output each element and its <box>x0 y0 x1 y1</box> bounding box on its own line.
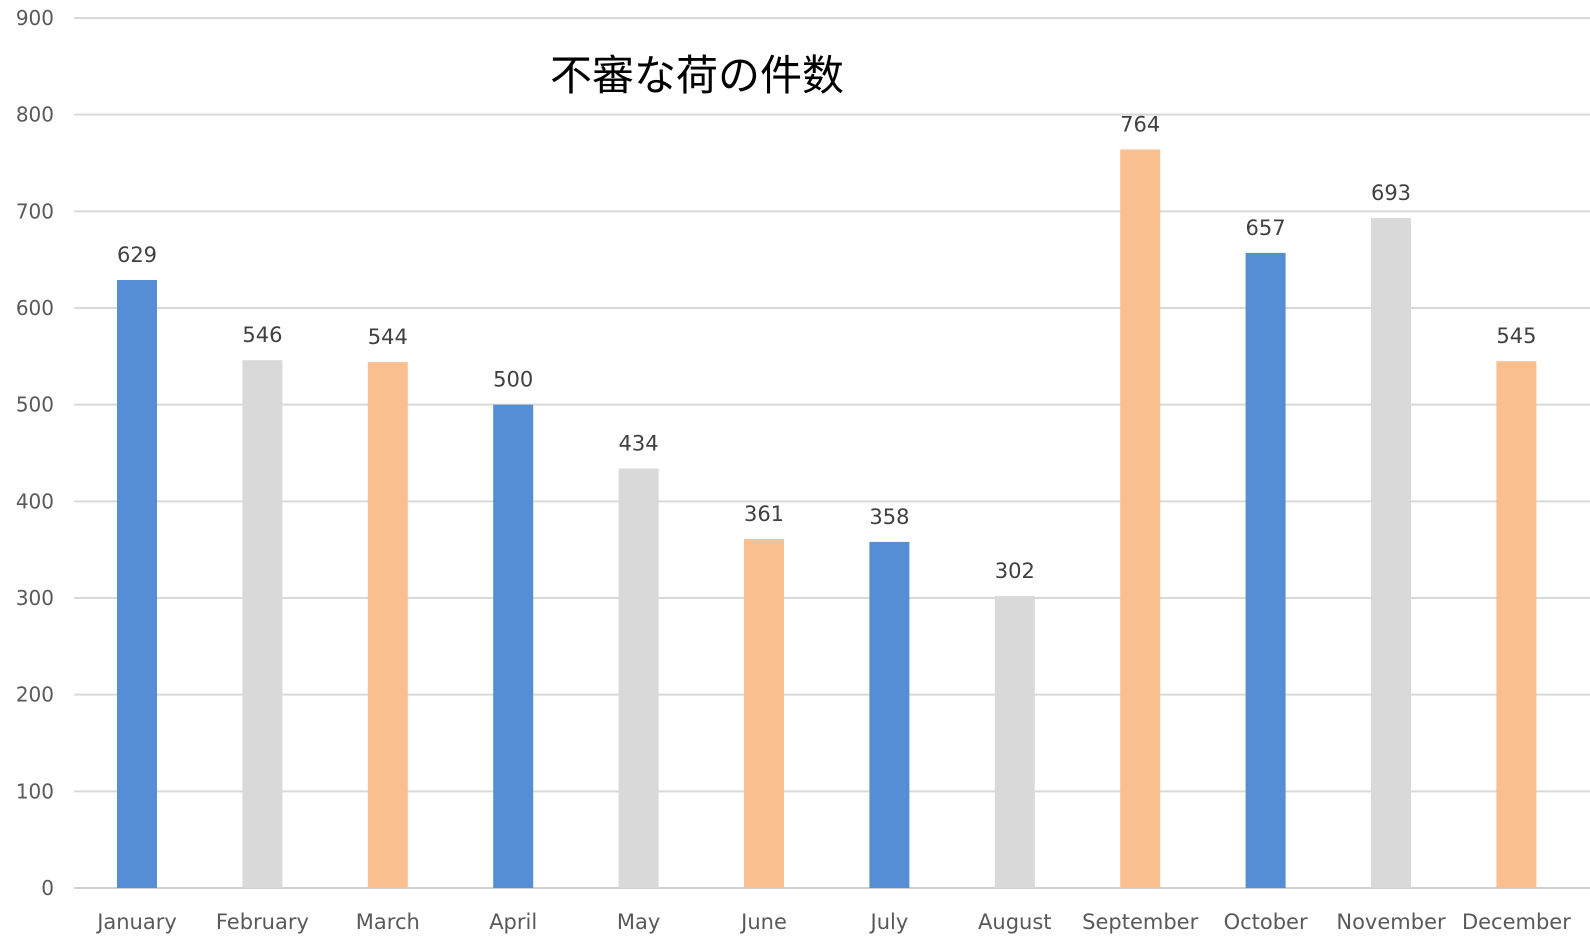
y-tick-label: 700 <box>16 199 54 223</box>
gridlines <box>74 17 1590 889</box>
data-label: 361 <box>744 502 784 526</box>
x-category-label: August <box>978 910 1052 934</box>
bar <box>117 279 157 888</box>
data-label: 545 <box>1496 324 1536 348</box>
x-category-label: April <box>489 910 537 934</box>
bar <box>618 468 659 888</box>
y-axis-tick-labels: 0 100 200 300 400 500 600 700 800 900 <box>16 6 54 900</box>
bar <box>367 362 408 889</box>
data-label: 302 <box>995 559 1035 583</box>
data-labels: 629 546 544 500 434 361 358 302 764 657 693 545 <box>117 112 1536 583</box>
x-category-label: March <box>356 910 420 934</box>
bar <box>1496 361 1537 889</box>
y-tick-label: 800 <box>16 103 54 127</box>
y-tick-label: 400 <box>16 489 54 513</box>
bar <box>869 541 910 888</box>
y-tick-label: 200 <box>16 683 54 707</box>
bar <box>493 404 534 888</box>
x-axis-category-labels: January February March April May June July Augu… <box>95 910 1571 934</box>
y-tick-label: 100 <box>16 779 54 803</box>
y-tick-label: 300 <box>16 586 54 610</box>
data-label: 546 <box>242 323 282 347</box>
bar <box>1120 149 1161 888</box>
bar <box>744 539 784 888</box>
x-category-label: February <box>216 910 309 934</box>
bar <box>1371 218 1411 889</box>
data-label: 764 <box>1120 112 1160 136</box>
x-category-label: May <box>617 910 660 934</box>
data-label: 657 <box>1246 216 1286 240</box>
x-category-label: January <box>95 910 177 934</box>
x-category-label: September <box>1082 910 1198 934</box>
x-category-label: November <box>1336 910 1446 934</box>
data-label: 434 <box>619 431 659 455</box>
x-category-label: July <box>869 910 909 934</box>
x-category-label: December <box>1462 910 1571 934</box>
x-category-label: June <box>739 910 787 934</box>
chart-title: 不審な荷の件数 <box>550 51 844 100</box>
bar <box>1245 252 1286 888</box>
bar <box>994 596 1035 888</box>
y-tick-label: 600 <box>16 296 54 320</box>
y-tick-label: 500 <box>16 393 54 417</box>
y-tick-label: 900 <box>16 6 54 30</box>
y-tick-label: 0 <box>41 876 54 900</box>
bars <box>117 149 1537 889</box>
data-label: 500 <box>493 368 533 392</box>
data-label: 544 <box>368 325 408 349</box>
data-label: 693 <box>1371 181 1411 205</box>
bar <box>242 360 283 888</box>
data-label: 629 <box>117 243 157 267</box>
x-category-label: October <box>1224 910 1308 934</box>
data-label: 358 <box>869 505 909 529</box>
